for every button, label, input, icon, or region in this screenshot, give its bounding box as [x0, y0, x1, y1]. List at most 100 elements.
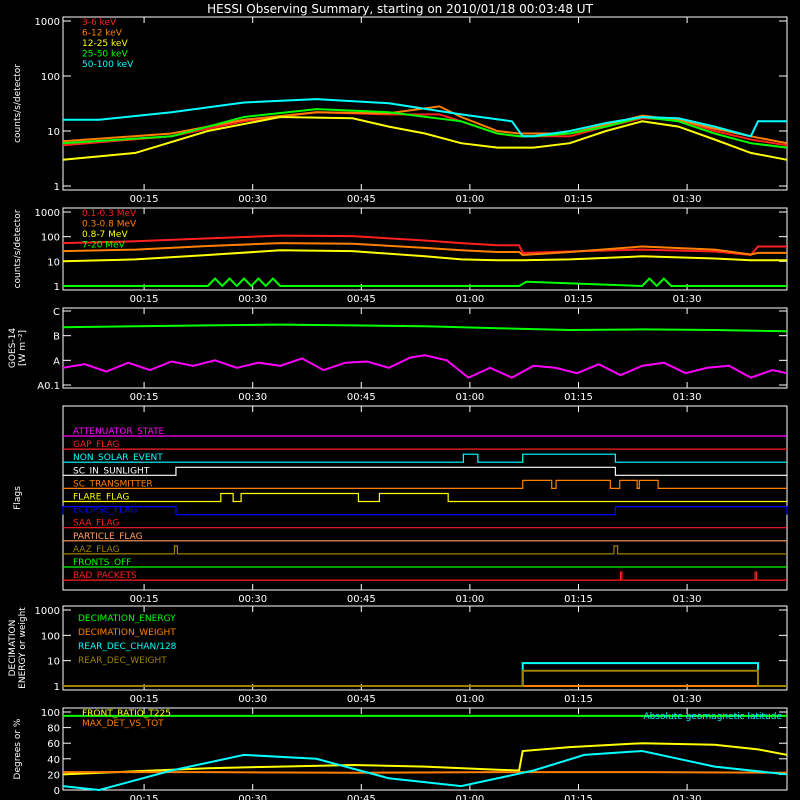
y-tick-label: 80	[47, 724, 60, 735]
legend-entry: 7-20 MeV	[82, 241, 126, 251]
x-tick-label: 00:15	[130, 794, 159, 800]
series-line	[62, 742, 788, 776]
panel-frame	[62, 16, 788, 191]
y-axis-label: Degrees or %	[13, 718, 23, 779]
panels: 00:15 00:30 00:45 01:00 01:15 01:30 counts/s/d…	[8, 16, 788, 800]
series-line	[63, 669, 787, 687]
x-tick-label: 00:30	[238, 694, 267, 705]
x-tick-label: 01:00	[455, 294, 484, 305]
legend-entry: 0.3-0.8 MeV	[82, 220, 137, 230]
legend-entry: DECIMATION_ENERGY	[78, 614, 176, 624]
legend-entry: 25-50 keV	[82, 50, 128, 60]
legend-entry: 0.8-7 MeV	[82, 230, 128, 240]
y-axis-label: [W m⁻²]	[18, 330, 28, 366]
y-tick-label: A0.1	[37, 381, 60, 392]
panel-low-energy: 00:15 00:30 00:45 01:00 01:15 01:30 counts/s/d…	[13, 16, 788, 205]
series-line	[63, 771, 788, 774]
flag-line	[63, 453, 787, 463]
flag-label: PARTICLE_FLAG	[73, 532, 143, 542]
chart-title: HESSI Observing Summary, starting on 201…	[207, 2, 593, 16]
chart-annotation: Absolute geomagnetic latitude	[643, 712, 782, 722]
y-tick-label: 100	[41, 72, 60, 83]
x-tick-label: 01:30	[673, 594, 702, 605]
flag-label: ATTENUATOR_STATE	[73, 427, 165, 437]
panel-decimation: 00:15 00:30 00:45 01:00 01:15 01:30 DECIMATION…	[8, 605, 788, 705]
x-tick-label: 01:30	[673, 194, 702, 205]
y-tick-label: 100	[41, 233, 60, 244]
x-tick-label: 01:30	[673, 294, 702, 305]
series-line	[62, 234, 787, 257]
legend-entry: 6-12 keV	[82, 29, 123, 39]
flag-label: BAD_PACKETS	[73, 571, 137, 581]
flag-label: FLARE_FLAG	[73, 493, 129, 503]
y-tick-label: 20	[47, 770, 60, 781]
x-tick-label: 00:30	[238, 392, 267, 403]
x-tick-label: 00:30	[238, 194, 267, 205]
x-tick-label: 00:15	[130, 694, 159, 705]
legend-entry: REAR_DEC_WEIGHT	[78, 656, 167, 666]
flag-label: SC_IN_SUNLIGHT	[73, 466, 150, 476]
y-tick-label: 40	[47, 755, 60, 766]
legend-entry: FRONT_RATIO_T225	[82, 709, 171, 719]
x-tick-label: 00:30	[238, 594, 267, 605]
y-tick-label: 1	[54, 282, 60, 293]
y-axis-label: counts/s/detector	[13, 64, 23, 143]
panel-frame	[62, 307, 788, 389]
x-tick-label: 00:45	[347, 694, 376, 705]
series-line	[62, 749, 788, 792]
panel-frame	[62, 207, 788, 291]
legend-entry: DECIMATION_WEIGHT	[78, 628, 176, 638]
x-tick-label: 00:15	[130, 594, 159, 605]
flag-label: SC_TRANSMITTER	[73, 479, 153, 489]
x-tick-label: 01:15	[564, 694, 593, 705]
x-tick-label: 01:15	[564, 594, 593, 605]
x-tick-label: 00:45	[347, 392, 376, 403]
x-tick-label: 00:15	[130, 294, 159, 305]
flag-line	[62, 506, 788, 516]
series-line	[62, 249, 787, 263]
y-tick-label: A	[53, 356, 60, 367]
x-tick-label: 01:30	[673, 694, 702, 705]
panel-flags: 00:15 00:30 00:45 01:00 01:15 01:30 Flags ATTEN…	[13, 405, 788, 605]
x-tick-label: 01:00	[455, 694, 484, 705]
flag-line	[63, 571, 787, 581]
flag-label: FRONTS_OFF	[73, 558, 131, 568]
y-axis-label: counts/s/detector	[13, 209, 23, 288]
y-tick-label: 0	[54, 786, 60, 797]
x-tick-label: 00:45	[347, 794, 376, 800]
flag-label: ECLIPSE_FLAG	[73, 506, 137, 516]
legend-entry: 3-6 keV	[82, 18, 117, 28]
y-tick-label: 1000	[35, 606, 60, 617]
y-axis-label: GOES-14	[8, 328, 18, 368]
panel-high-energy: 00:15 00:30 00:45 01:00 01:15 01:30 counts/s/d…	[13, 207, 788, 305]
flag-line	[63, 492, 787, 503]
legend-entry: 0.1-0.3 MeV	[82, 209, 137, 219]
y-tick-label: 100	[41, 631, 60, 642]
series-line	[63, 98, 787, 138]
x-tick-label: 00:45	[347, 594, 376, 605]
x-tick-label: 01:00	[455, 594, 484, 605]
legend-entry: 50-100 keV	[82, 60, 134, 70]
series-line	[62, 354, 788, 379]
flag-label: AAZ_FLAG	[73, 545, 120, 555]
flag-label: NON_SOLAR_EVENT	[73, 453, 163, 463]
series-line	[63, 277, 787, 288]
y-tick-label: 1000	[35, 208, 60, 219]
series-line	[62, 105, 788, 145]
x-tick-label: 01:00	[455, 392, 484, 403]
panel-frame	[62, 605, 788, 691]
x-tick-label: 00:45	[347, 294, 376, 305]
flag-line	[63, 466, 787, 476]
x-tick-label: 00:15	[130, 392, 159, 403]
y-tick-label: 60	[47, 739, 60, 750]
flag-line	[63, 545, 787, 555]
y-tick-label: 100	[41, 708, 60, 719]
y-tick-label: 10	[47, 257, 60, 268]
series-line	[62, 242, 787, 257]
panel-goes: 00:15 00:30 00:45 01:00 01:15 01:30 GOES-14 [W …	[8, 307, 788, 403]
x-tick-label: 00:45	[347, 194, 376, 205]
flag-line	[63, 479, 787, 489]
y-axis-label: DECIMATION	[8, 620, 18, 677]
